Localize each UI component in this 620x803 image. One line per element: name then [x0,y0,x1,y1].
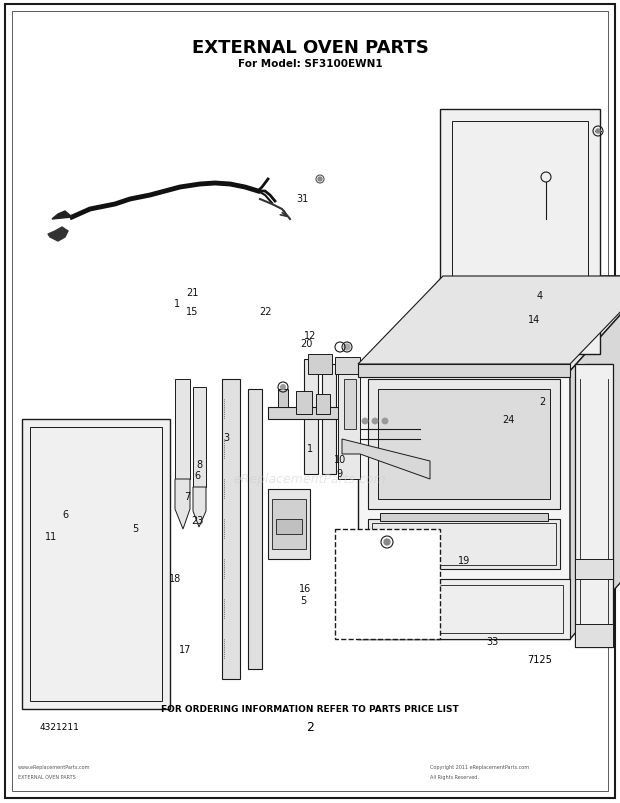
Text: 4: 4 [536,291,542,300]
Text: 12: 12 [304,331,316,340]
Text: 20: 20 [301,339,313,349]
Polygon shape [358,365,570,377]
Circle shape [318,177,322,181]
Text: 11: 11 [45,532,57,541]
Polygon shape [575,624,613,647]
Polygon shape [570,277,620,639]
Polygon shape [575,365,613,647]
Text: 2: 2 [306,720,314,734]
Polygon shape [268,407,358,419]
Text: eReplacementParts.com: eReplacementParts.com [234,473,386,486]
Polygon shape [272,499,306,549]
Circle shape [384,540,390,545]
Text: 23: 23 [191,516,203,525]
Polygon shape [316,394,330,414]
Text: 10: 10 [334,454,346,464]
Text: 9: 9 [337,469,343,479]
Polygon shape [342,439,430,479]
Text: For Model: SF3100EWN1: For Model: SF3100EWN1 [237,59,383,69]
Circle shape [372,418,378,425]
Text: 3: 3 [223,433,229,442]
Polygon shape [175,380,190,479]
Text: 18: 18 [169,573,181,583]
Text: 7125: 7125 [528,654,552,664]
Polygon shape [575,560,613,579]
Polygon shape [322,365,336,475]
Text: Copyright 2011 eReplacementParts.com: Copyright 2011 eReplacementParts.com [430,764,529,769]
Text: 15: 15 [186,307,198,316]
Text: 16: 16 [299,583,311,593]
Text: 1: 1 [307,443,313,453]
Polygon shape [48,228,68,242]
Bar [335,529,440,639]
Polygon shape [585,365,612,644]
Text: EXTERNAL OVEN PARTS: EXTERNAL OVEN PARTS [192,39,428,57]
Text: 6: 6 [194,471,200,480]
Text: 22: 22 [259,307,272,316]
Circle shape [596,130,600,134]
Text: 5: 5 [301,596,307,605]
Polygon shape [52,212,72,220]
Text: 17: 17 [179,644,191,654]
Text: FOR ORDERING INFORMATION REFER TO PARTS PRICE LIST: FOR ORDERING INFORMATION REFER TO PARTS … [161,704,459,714]
Circle shape [280,385,286,390]
Text: 6: 6 [62,509,68,519]
Text: 31: 31 [296,194,309,204]
Text: EXTERNAL OVEN PARTS: EXTERNAL OVEN PARTS [18,775,76,780]
Circle shape [344,344,350,351]
Polygon shape [193,388,206,487]
Polygon shape [276,520,302,534]
Polygon shape [338,360,360,479]
Polygon shape [175,479,190,529]
Text: 21: 21 [186,288,198,298]
Text: 1: 1 [174,299,180,308]
Text: 8: 8 [197,459,203,469]
Polygon shape [278,389,288,407]
Polygon shape [308,355,332,374]
Polygon shape [22,419,170,709]
Polygon shape [344,380,356,430]
Polygon shape [268,489,310,560]
Text: 19: 19 [458,556,470,565]
Text: 2: 2 [539,397,546,406]
Polygon shape [368,520,560,569]
Text: 24: 24 [502,414,515,424]
Text: 7: 7 [184,491,190,501]
Text: All Rights Reserved.: All Rights Reserved. [430,775,479,780]
Polygon shape [443,277,620,302]
Polygon shape [378,389,550,499]
Polygon shape [358,579,570,639]
Polygon shape [358,372,570,639]
Polygon shape [296,392,312,414]
Polygon shape [440,110,600,355]
Polygon shape [368,380,560,509]
Polygon shape [335,357,360,374]
Polygon shape [222,380,240,679]
Polygon shape [248,389,262,669]
Polygon shape [193,487,206,528]
Text: www.eReplacementParts.com: www.eReplacementParts.com [18,764,91,769]
Polygon shape [358,277,620,372]
Polygon shape [380,513,548,521]
Text: 14: 14 [528,315,541,324]
Polygon shape [585,579,612,644]
Text: 4321211: 4321211 [40,723,80,732]
Text: 33: 33 [487,636,499,646]
Polygon shape [304,360,318,475]
Polygon shape [358,277,620,365]
Text: 5: 5 [132,524,138,533]
Circle shape [362,418,368,425]
Circle shape [382,418,388,425]
